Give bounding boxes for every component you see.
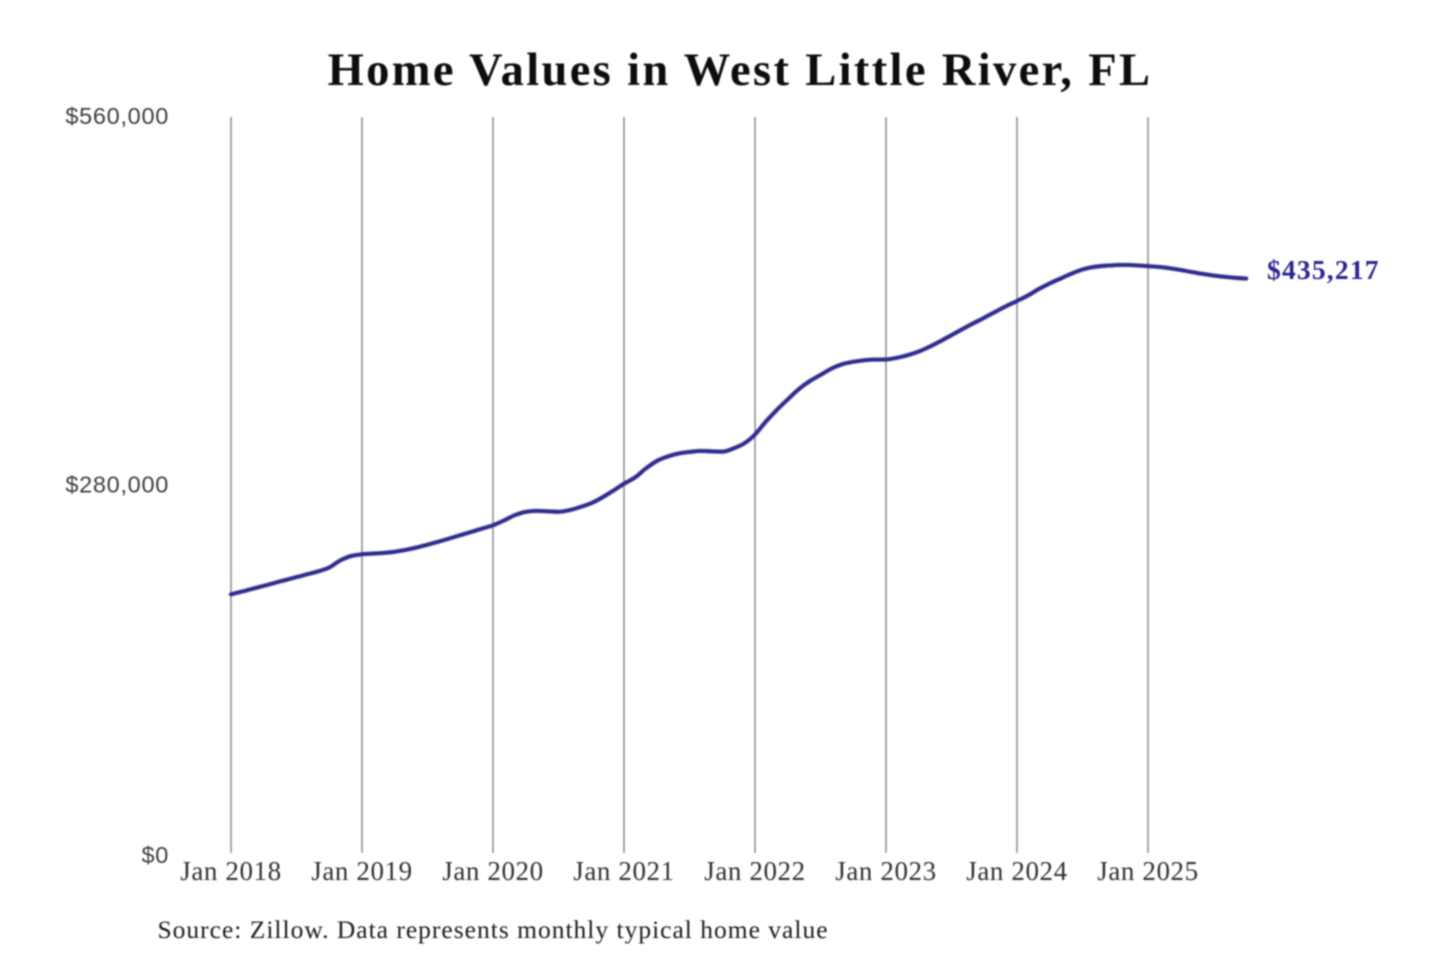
svg-text:Jan 2018: Jan 2018: [180, 856, 282, 886]
svg-text:$280,000: $280,000: [65, 472, 169, 498]
svg-text:Jan 2022: Jan 2022: [704, 856, 806, 886]
svg-text:Home Values in West Little Riv: Home Values in West Little River, FL: [328, 45, 1153, 96]
svg-text:Jan 2021: Jan 2021: [573, 856, 675, 886]
svg-text:$435,217: $435,217: [1267, 254, 1380, 285]
svg-text:Source: Zillow. Data represent: Source: Zillow. Data represents monthly …: [158, 915, 829, 944]
svg-text:$560,000: $560,000: [65, 103, 169, 129]
svg-text:Jan 2024: Jan 2024: [966, 856, 1068, 886]
svg-text:Jan 2020: Jan 2020: [442, 856, 544, 886]
svg-text:Jan 2025: Jan 2025: [1097, 856, 1199, 886]
svg-text:Jan 2019: Jan 2019: [311, 856, 413, 886]
svg-text:Jan 2023: Jan 2023: [835, 856, 937, 886]
svg-text:$0: $0: [141, 842, 169, 868]
